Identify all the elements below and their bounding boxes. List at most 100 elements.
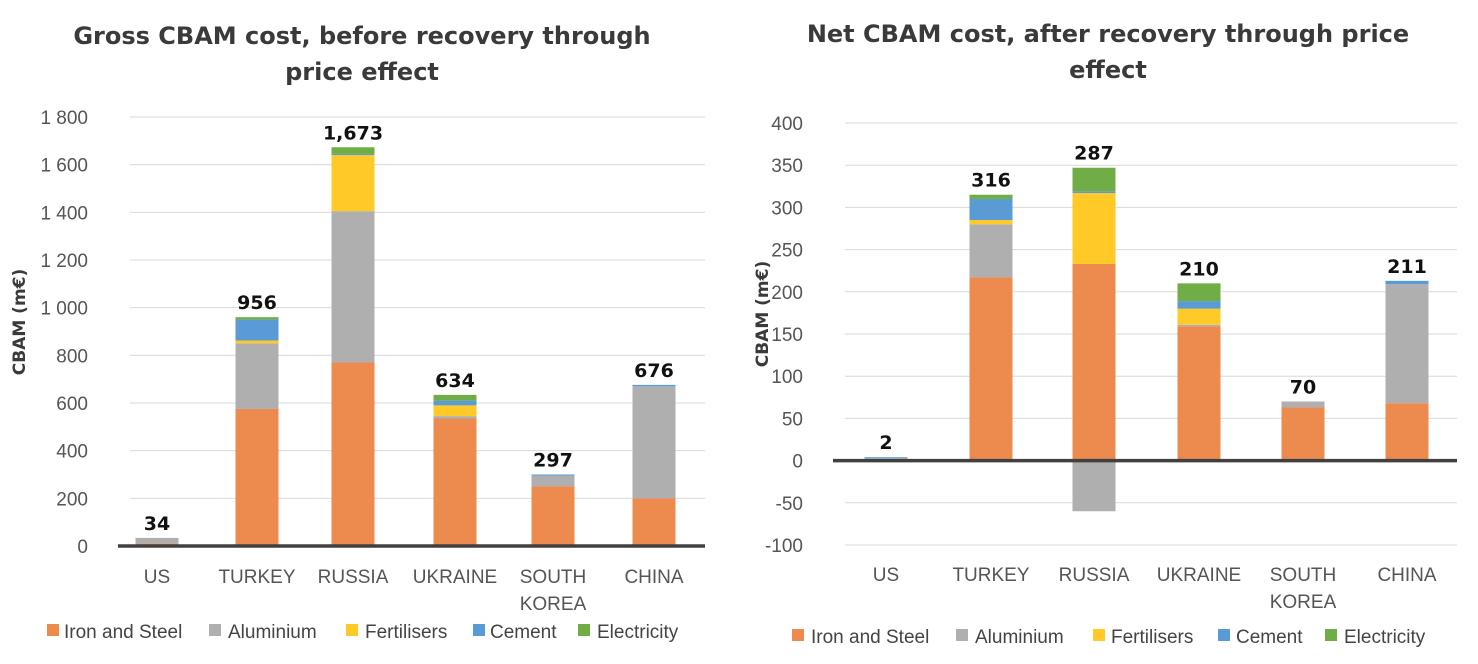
bar-segment-aluminium (331, 211, 375, 363)
y-tick-label: 400 (56, 442, 88, 463)
bar-segment-electricity (433, 394, 477, 401)
bar-segment-cement (331, 153, 375, 156)
y-tick-label: 50 (782, 409, 803, 430)
legend-label: Electricity (1344, 627, 1426, 648)
bar-segment-aluminium (969, 224, 1013, 278)
bar-segment-aluminium (1072, 460, 1116, 512)
legend-label: Iron and Steel (811, 627, 929, 648)
legend-label: Aluminium (975, 627, 1064, 648)
y-tick-label: 1 600 (40, 156, 88, 177)
category-label: TURKEY (952, 565, 1029, 586)
legend-swatch (473, 624, 485, 636)
bar-segment-aluminium (135, 537, 179, 544)
bar-segment-iron-and-steel (531, 486, 575, 546)
legend-label: Cement (1236, 627, 1303, 648)
total-label: 2 (879, 432, 892, 454)
legend-swatch (956, 629, 968, 641)
y-tick-label: 200 (771, 283, 803, 304)
category-label: UKRAINE (1157, 565, 1241, 586)
bar-segment-cement (632, 384, 676, 387)
y-tick-label: 0 (792, 452, 803, 473)
category-label: SOUTH (520, 567, 587, 588)
category-label: TURKEY (218, 567, 295, 588)
legend-swatch (1218, 629, 1230, 641)
y-tick-label: 400 (771, 114, 803, 135)
category-label: CHINA (1377, 565, 1436, 586)
bar-segment-cement (433, 400, 477, 406)
bar-segment-iron-and-steel (1385, 403, 1429, 461)
bar-segment-iron-and-steel (969, 277, 1013, 461)
bar-segment-aluminium (1385, 284, 1429, 404)
bar-segment-fertilisers (331, 155, 375, 212)
bar-segment-iron-and-steel (1177, 326, 1221, 461)
bar-segment-electricity (331, 147, 375, 154)
legend-swatch (346, 624, 358, 636)
y-tick-label: 1 000 (40, 299, 88, 320)
bar-segment-cement (235, 319, 279, 341)
y-tick-label: 1 400 (40, 203, 88, 224)
bar-segment-fertilisers (235, 340, 279, 344)
legend-label: Aluminium (228, 622, 317, 643)
legend-label: Fertilisers (365, 622, 447, 643)
category-label: KOREA (1270, 592, 1337, 613)
bar-segment-fertilisers (1072, 193, 1116, 264)
legend-swatch (578, 624, 590, 636)
y-tick-label: 800 (56, 346, 88, 367)
chart-title-line: Gross CBAM cost, before recovery through (73, 22, 650, 50)
legend-label: Electricity (597, 622, 679, 643)
y-tick-label: -50 (776, 494, 803, 515)
chart-title-line: Net CBAM cost, after recovery through pr… (807, 20, 1409, 48)
chart-2: Net CBAM cost, after recovery through pr… (753, 20, 1457, 648)
bar-segment-iron-and-steel (235, 408, 279, 546)
total-label: 634 (435, 370, 475, 392)
bar-segment-aluminium (235, 343, 279, 409)
total-label: 70 (1290, 377, 1316, 399)
y-tick-label: 200 (56, 489, 88, 510)
legend-swatch (209, 624, 221, 636)
y-axis-label: CBAM (m€) (753, 261, 773, 368)
bar-segment-cement (1072, 191, 1116, 194)
category-label: RUSSIA (1059, 565, 1130, 586)
y-tick-label: 350 (771, 156, 803, 177)
bar-segment-fertilisers (433, 405, 477, 417)
legend-swatch (792, 629, 804, 641)
bar-segment-electricity (1072, 167, 1116, 192)
category-label: SOUTH (1270, 565, 1337, 586)
bar-segment-iron-and-steel (632, 498, 676, 546)
y-tick-label: 250 (771, 241, 803, 262)
total-label: 1,673 (323, 122, 383, 144)
legend-label: Fertilisers (1111, 627, 1193, 648)
category-label: US (873, 565, 899, 586)
bar-segment-aluminium (1281, 401, 1325, 408)
bar-segment-iron-and-steel (331, 362, 375, 546)
category-label: RUSSIA (318, 567, 389, 588)
total-label: 210 (1179, 258, 1219, 280)
total-label: 297 (533, 450, 573, 472)
bar-segment-fertilisers (1177, 308, 1221, 325)
category-label: CHINA (624, 567, 683, 588)
y-tick-label: 1 800 (40, 108, 88, 129)
bar-segment-aluminium (632, 386, 676, 499)
bar-segment-cement (1177, 301, 1221, 309)
y-tick-label: 300 (771, 198, 803, 219)
y-tick-label: 150 (771, 325, 803, 346)
bar-segment-electricity (969, 194, 1013, 199)
total-label: 316 (971, 170, 1011, 192)
total-label: 211 (1387, 256, 1427, 278)
bar-segment-electricity (1177, 283, 1221, 302)
y-tick-label: 600 (56, 394, 88, 415)
category-label: UKRAINE (413, 567, 497, 588)
y-tick-label: -100 (765, 536, 803, 557)
chart-1: Gross CBAM cost, before recovery through… (10, 22, 705, 643)
total-label: 287 (1074, 143, 1114, 165)
total-label: 34 (144, 513, 170, 535)
legend-label: Iron and Steel (64, 622, 182, 643)
legend-swatch (1325, 629, 1337, 641)
bar-segment-iron-and-steel (433, 418, 477, 546)
bar-segment-cement (969, 198, 1013, 221)
total-label: 956 (237, 292, 277, 314)
chart-title-line: effect (1069, 56, 1147, 84)
bar-segment-aluminium (433, 416, 477, 419)
legend-swatch (1093, 629, 1105, 641)
